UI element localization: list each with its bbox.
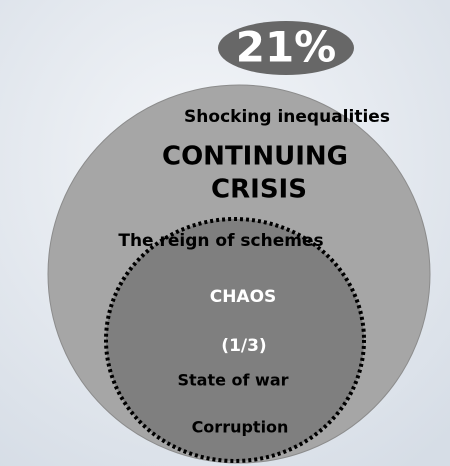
inner-item: Corruption — [192, 418, 289, 437]
outer-note: The reign of schemes — [118, 231, 323, 251]
outer-title: CRISIS — [211, 175, 307, 205]
outer-title: CONTINUING — [162, 142, 348, 172]
inner-circle — [104, 217, 366, 463]
inner-title: CHAOS — [210, 287, 277, 307]
inner-item: State of war — [177, 371, 288, 390]
outer-subtitle: Shocking inequalities — [184, 107, 390, 127]
badge-ellipse — [218, 21, 354, 75]
inner-share: (1/3) — [221, 336, 266, 356]
badge-label: 21% — [236, 23, 337, 72]
